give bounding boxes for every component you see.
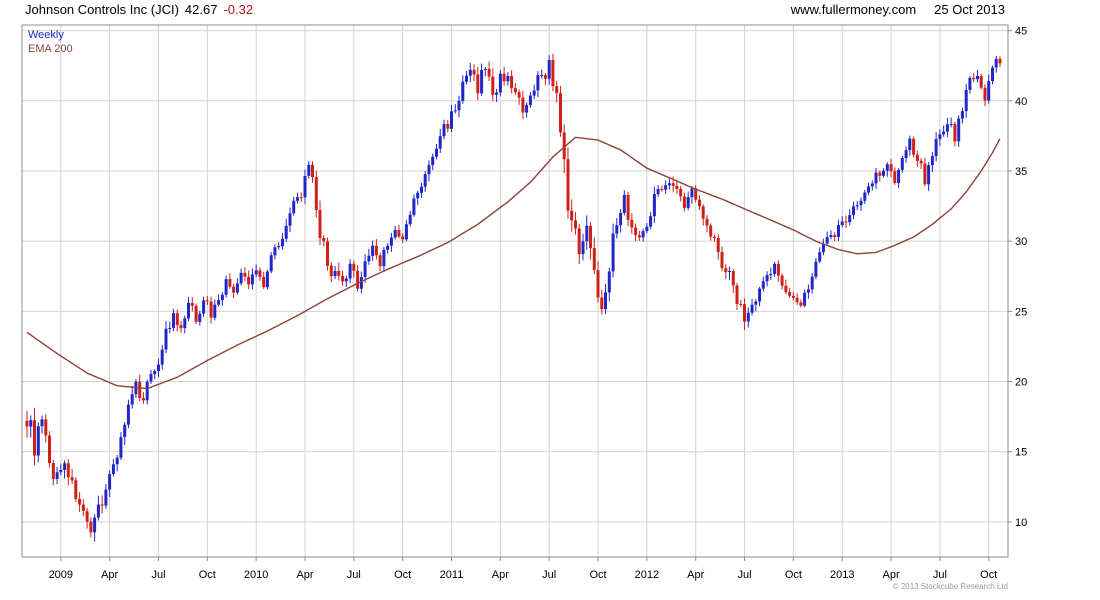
x-axis-tick-label: Jul (933, 569, 947, 581)
x-axis-tick-label: Oct (394, 569, 411, 581)
axis-labels: 10 15 20 25 30 35 40 45 2009 Apr Jul Oct 2010 Apr Jul O… (49, 26, 1028, 581)
y-axis-tick-label: 10 (1015, 517, 1027, 529)
instrument-title: Johnson Controls Inc (JCI) (25, 2, 179, 17)
x-axis-tick-label: 2012 (635, 569, 659, 581)
x-axis-tick-label: Jul (347, 569, 361, 581)
grid-layer (22, 25, 1008, 557)
legend-ema-200: EMA 200 (28, 43, 73, 55)
x-axis-tick-label: 2013 (830, 569, 854, 581)
chart-legend: Weekly EMA 200 (28, 28, 73, 56)
x-axis-tick-label: Jul (151, 569, 165, 581)
x-axis-tick-label: Jul (738, 569, 752, 581)
x-axis-tick-label: Apr (492, 569, 509, 581)
x-axis-tick-label: Oct (785, 569, 802, 581)
y-axis-tick-label: 30 (1015, 236, 1027, 248)
y-axis-tick-label: 40 (1015, 96, 1027, 108)
x-axis-tick-label: 2011 (440, 569, 464, 581)
y-axis-tick-label: 15 (1015, 447, 1027, 459)
x-axis-tick-label: Oct (589, 569, 606, 581)
x-axis-tick-label: Apr (687, 569, 704, 581)
price-change: -0.32 (223, 2, 254, 17)
plot-border (21, 24, 1009, 558)
chart-header-right: www.fullermoney.com 25 Oct 2013 (791, 2, 1005, 17)
x-axis-tick-label: 2010 (244, 569, 268, 581)
x-axis-tick-label: Jul (542, 569, 556, 581)
x-axis-tick-label: Apr (101, 569, 118, 581)
y-axis-tick-label: 25 (1015, 306, 1027, 318)
copyright-notice: © 2013 Stockcube Research Ltd (892, 582, 1008, 591)
chart-date: 25 Oct 2013 (934, 2, 1005, 17)
x-axis-tick-label: Apr (882, 569, 899, 581)
candles-layer (25, 53, 1002, 542)
website-label: www.fullermoney.com (790, 2, 917, 17)
x-axis-tick-label: Oct (980, 569, 997, 581)
x-axis-tick-label: Oct (199, 569, 216, 581)
y-axis-tick-label: 45 (1015, 26, 1027, 38)
last-price: 42.67 (184, 2, 218, 17)
ema-line (26, 136, 1001, 390)
y-axis-tick-label: 20 (1015, 377, 1027, 389)
chart-header: Johnson Controls Inc (JCI) 42.67 -0.32 (25, 2, 253, 17)
y-axis-tick-label: 35 (1015, 166, 1027, 178)
x-axis-tick-label: 2009 (49, 569, 73, 581)
x-axis-tick-label: Apr (296, 569, 313, 581)
legend-weekly: Weekly (28, 29, 64, 41)
